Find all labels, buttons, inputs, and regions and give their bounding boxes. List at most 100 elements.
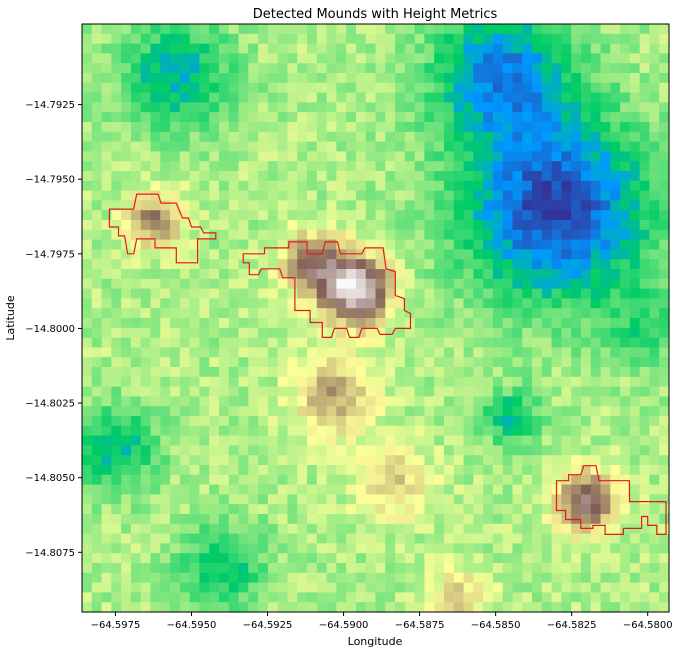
heatmap-cell bbox=[267, 504, 279, 515]
heatmap-cell bbox=[414, 239, 426, 250]
heatmap-cell bbox=[228, 210, 240, 221]
heatmap-cell bbox=[424, 171, 435, 182]
heatmap-cell bbox=[483, 102, 494, 113]
heatmap-cell bbox=[532, 112, 543, 123]
heatmap-cell bbox=[189, 180, 200, 192]
heatmap-cell bbox=[297, 367, 308, 378]
heatmap-cell bbox=[483, 572, 494, 584]
heatmap-cell bbox=[258, 425, 269, 437]
heatmap-cell bbox=[659, 543, 670, 554]
heatmap-cell bbox=[307, 210, 318, 221]
heatmap-cell bbox=[209, 386, 220, 397]
heatmap-cell bbox=[277, 465, 289, 476]
heatmap-cell bbox=[365, 602, 377, 613]
heatmap-cell bbox=[82, 318, 93, 329]
heatmap-cell bbox=[463, 171, 474, 182]
heatmap-cell bbox=[248, 592, 259, 603]
heatmap-cell bbox=[326, 131, 337, 143]
heatmap-cell bbox=[492, 53, 504, 64]
heatmap-cell bbox=[571, 269, 582, 280]
heatmap-cell bbox=[492, 602, 504, 613]
heatmap-cell bbox=[532, 229, 543, 241]
heatmap-cell bbox=[189, 563, 200, 574]
heatmap-cell bbox=[101, 347, 112, 358]
heatmap-cell bbox=[375, 435, 386, 446]
heatmap-cell bbox=[629, 602, 641, 613]
heatmap-cell bbox=[228, 24, 240, 35]
heatmap-cell bbox=[238, 327, 249, 339]
heatmap-cell bbox=[492, 347, 504, 358]
heatmap-cell bbox=[375, 43, 386, 54]
heatmap-cell bbox=[522, 318, 533, 329]
heatmap-cell bbox=[512, 53, 523, 64]
heatmap-cell bbox=[580, 24, 592, 35]
heatmap-cell bbox=[189, 386, 200, 397]
heatmap-cell bbox=[91, 543, 103, 554]
heatmap-cell bbox=[610, 239, 621, 250]
heatmap-cell bbox=[649, 553, 660, 564]
heatmap-cell bbox=[316, 73, 328, 84]
heatmap-cell bbox=[522, 161, 533, 172]
heatmap-cell bbox=[453, 102, 465, 113]
heatmap-cell bbox=[395, 533, 406, 544]
heatmap-cell bbox=[659, 171, 670, 182]
heatmap-cell bbox=[522, 327, 533, 339]
heatmap-cell bbox=[346, 543, 357, 554]
heatmap-cell bbox=[365, 572, 377, 584]
heatmap-cell bbox=[629, 327, 641, 339]
heatmap-cell bbox=[121, 376, 132, 388]
heatmap-cell bbox=[130, 425, 142, 437]
heatmap-cell bbox=[228, 33, 240, 45]
heatmap-cell bbox=[375, 102, 386, 113]
heatmap-cell bbox=[600, 269, 611, 280]
heatmap-cell bbox=[414, 190, 426, 201]
heatmap-cell bbox=[140, 445, 152, 456]
heatmap-cell bbox=[639, 474, 651, 486]
heatmap-cell bbox=[316, 357, 328, 368]
heatmap-cell bbox=[541, 582, 553, 593]
heatmap-cell bbox=[522, 259, 533, 270]
heatmap-cell bbox=[590, 278, 602, 290]
heatmap-cell bbox=[483, 592, 494, 603]
heatmap-cell bbox=[522, 602, 533, 613]
heatmap-cell bbox=[101, 171, 112, 182]
heatmap-cell bbox=[326, 396, 337, 407]
heatmap-cell bbox=[346, 572, 357, 584]
heatmap-cell bbox=[111, 269, 122, 280]
heatmap-cell bbox=[91, 435, 103, 446]
heatmap-cell bbox=[571, 63, 582, 74]
heatmap-cell bbox=[492, 416, 504, 427]
heatmap-cell bbox=[580, 553, 592, 564]
heatmap-cell bbox=[287, 53, 298, 64]
heatmap-cell bbox=[395, 445, 406, 456]
heatmap-cell bbox=[453, 327, 465, 339]
heatmap-cell bbox=[91, 582, 103, 593]
heatmap-cell bbox=[404, 249, 416, 260]
heatmap-cell bbox=[101, 63, 112, 74]
heatmap-cell bbox=[453, 259, 465, 270]
heatmap-cell bbox=[561, 171, 572, 182]
heatmap-cell bbox=[580, 171, 592, 182]
heatmap-cell bbox=[101, 82, 112, 94]
heatmap-cell bbox=[267, 239, 279, 250]
heatmap-cell bbox=[639, 308, 651, 319]
heatmap-cell bbox=[170, 92, 181, 103]
heatmap-cell bbox=[140, 563, 152, 574]
heatmap-cell bbox=[287, 249, 298, 260]
heatmap-cell bbox=[238, 572, 249, 584]
heatmap-cell bbox=[277, 602, 289, 613]
heatmap-cell bbox=[267, 455, 279, 466]
heatmap-cell bbox=[649, 425, 660, 437]
heatmap-cell bbox=[267, 494, 279, 505]
heatmap-cell bbox=[297, 141, 308, 152]
heatmap-cell bbox=[590, 425, 602, 437]
heatmap-cell bbox=[580, 455, 592, 466]
heatmap-cell bbox=[218, 200, 230, 211]
heatmap-cell bbox=[248, 190, 259, 201]
heatmap-cell bbox=[121, 553, 132, 564]
heatmap-cell bbox=[453, 278, 465, 290]
heatmap-cell bbox=[258, 592, 269, 603]
heatmap-cell bbox=[424, 73, 435, 84]
heatmap-cell bbox=[218, 435, 230, 446]
heatmap-cell bbox=[91, 465, 103, 476]
